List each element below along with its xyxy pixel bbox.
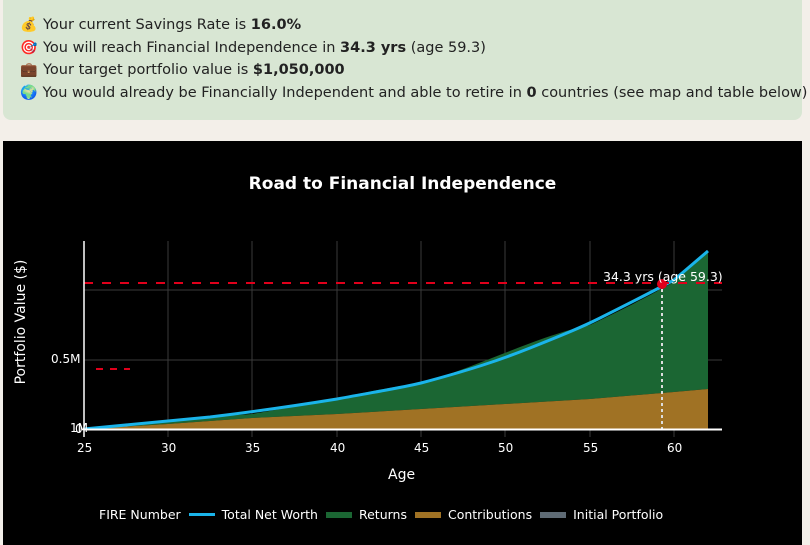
area-swatch-icon — [325, 511, 352, 518]
returns-area — [84, 251, 708, 429]
x-tick: 55 — [583, 441, 599, 455]
area-swatch-icon — [540, 511, 567, 518]
x-tick: 25 — [77, 441, 93, 455]
savings-rate-value: 16.0% — [250, 17, 302, 34]
legend-item-returns[interactable]: Returns — [325, 507, 407, 522]
legend-item-contributions[interactable]: Contributions — [414, 507, 532, 522]
fi-time-line: 🎯 You will reach Financial Independence … — [20, 37, 802, 60]
x-tick: 30 — [161, 441, 177, 455]
y-tick: 1M — [70, 421, 88, 435]
savings-rate-line: 💰 Your current Savings Rate is 16.0% — [20, 14, 802, 37]
fi-years-value: 34.3 yrs — [340, 39, 407, 56]
briefcase-icon: 💼 — [20, 62, 38, 79]
line-swatch-icon — [188, 513, 215, 516]
legend-item-total-net-worth[interactable]: Total Net Worth — [188, 507, 318, 522]
x-tick: 40 — [330, 441, 346, 455]
y-tick: 0.5M — [51, 352, 81, 366]
x-tick: 50 — [498, 441, 514, 455]
summary-panel: 💰 Your current Savings Rate is 16.0% 🎯 Y… — [3, 0, 807, 120]
countries-line: 🌍 You would already be Financially Indep… — [20, 82, 807, 105]
countries-count: 0 — [526, 84, 537, 101]
target-icon: 🎯 — [20, 39, 38, 56]
fi-point-marker[interactable] — [657, 279, 667, 289]
target-portfolio-line: 💼 Your target portfolio value is $1,050,… — [20, 59, 802, 82]
dashed-line-swatch-icon — [96, 368, 130, 370]
chart-title: Road to Financial Independence — [248, 174, 557, 194]
y-tick: 0 — [75, 422, 83, 436]
target-portfolio-value: $1,050,000 — [252, 62, 345, 79]
contributions-area — [84, 389, 708, 429]
globe-icon: 🌍 — [20, 84, 38, 101]
legend-item-fire-number[interactable]: FIRE Number — [96, 368, 181, 522]
chart-legend: FIRE Number Total Net Worth Returns Cont… — [96, 368, 671, 522]
area-swatch-icon — [414, 511, 441, 518]
money-bag-icon: 💰 — [20, 17, 38, 34]
x-tick: 35 — [245, 441, 261, 455]
y-axis-label: Portfolio Value ($) — [13, 259, 29, 385]
total-net-worth-line — [83, 249, 709, 431]
x-tick: 45 — [414, 441, 430, 455]
x-axis-label: Age — [388, 467, 416, 483]
x-tick: 60 — [667, 441, 683, 455]
fi-chart[interactable]: Road to Financial Independence 34.3 yrs … — [3, 141, 802, 545]
legend-item-initial-portfolio[interactable]: Initial Portfolio — [540, 507, 663, 522]
fi-annotation: 34.3 yrs (age 59.3) — [603, 269, 723, 284]
